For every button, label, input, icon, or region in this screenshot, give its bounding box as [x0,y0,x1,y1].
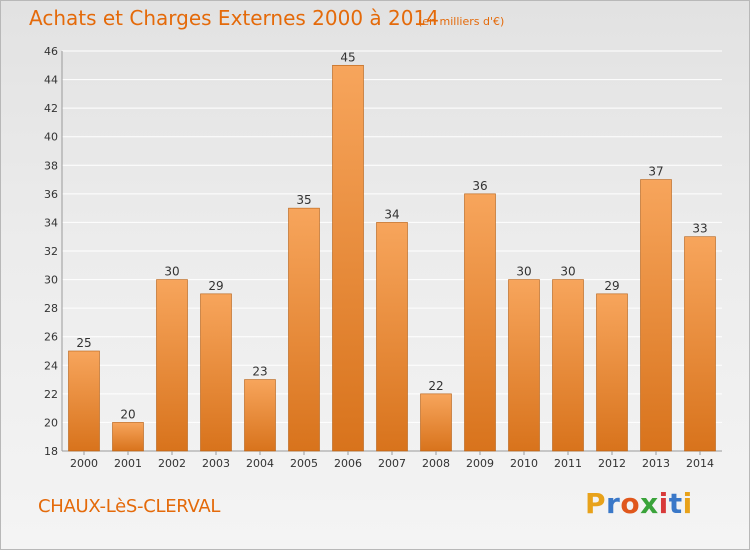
bar-2013 [640,179,672,452]
bar-2010 [508,279,540,452]
bar-2007 [376,222,408,452]
bar-2003 [200,293,232,452]
value-label: 22 [428,379,443,393]
x-tick-label: 2005 [290,457,318,470]
bar-2001 [112,422,144,452]
x-tick-label: 2003 [202,457,230,470]
value-label: 45 [340,50,355,64]
bar-2008 [420,393,452,452]
x-tick-label: 2001 [114,457,142,470]
x-tick-label: 2004 [246,457,274,470]
logo-letter: x [640,487,659,520]
bar-2011 [552,279,584,452]
y-tick-label: 30 [44,274,58,287]
x-tick-label: 2008 [422,457,450,470]
y-tick-label: 18 [44,445,58,458]
x-axis-ticks: 2000 2001 2002 2003 2004 2005 2006 2007 2008 2009… [70,451,714,470]
y-tick-label: 36 [44,188,58,201]
value-label: 36 [472,179,487,193]
chart-title: Achats et Charges Externes 2000 à 2014 [29,6,439,30]
value-label: 29 [604,279,619,293]
value-label: 29 [208,279,223,293]
value-label: 30 [516,265,531,279]
y-tick-label: 44 [44,74,58,87]
value-label: 30 [164,265,179,279]
bar-2004 [244,379,276,452]
logo-letter: t [668,487,683,520]
bar-2000 [68,350,100,452]
y-axis-ticks: 18 20 22 24 26 28 30 32 34 36 38 40 42 44 46 [44,45,58,458]
y-tick-label: 28 [44,302,58,315]
logo-letter: o [620,487,641,520]
commune-name: CHAUX-LèS-CLERVAL [38,496,221,517]
x-tick-label: 2010 [510,457,538,470]
x-tick-label: 2011 [554,457,582,470]
bar-2012 [596,293,628,452]
chart-subtitle: (en milliers d'€) [418,15,505,28]
logo-letter: P [585,487,607,520]
bar-2009 [464,193,496,452]
y-tick-label: 22 [44,388,58,401]
value-label: 37 [648,165,663,179]
y-tick-label: 26 [44,331,58,344]
x-tick-label: 2007 [378,457,406,470]
value-label: 35 [296,193,311,207]
y-tick-label: 46 [44,45,58,58]
value-label: 30 [560,265,575,279]
x-tick-label: 2002 [158,457,186,470]
bars [68,64,716,452]
bar-2006 [332,64,364,452]
y-tick-label: 24 [44,359,58,372]
x-tick-label: 2000 [70,457,98,470]
y-tick-label: 40 [44,131,58,144]
value-label: 25 [76,336,91,350]
bar-2014 [684,236,716,452]
y-tick-label: 20 [44,416,58,429]
x-tick-label: 2013 [642,457,670,470]
value-label: 34 [384,207,399,221]
value-labels: 25 20 30 29 23 35 45 34 22 36 30 30 29 37 33 [76,50,707,421]
logo-letter: i [658,487,669,520]
y-tick-label: 42 [44,102,58,115]
y-tick-label: 34 [44,216,58,229]
x-tick-label: 2014 [686,457,714,470]
y-tick-label: 38 [44,159,58,172]
bar-2002 [156,279,188,452]
logo-letter: i [682,487,693,520]
y-tick-label: 32 [44,245,58,258]
proxiti-logo: Proxiti [585,487,693,520]
x-tick-label: 2009 [466,457,494,470]
value-label: 20 [120,407,135,421]
x-tick-label: 2012 [598,457,626,470]
value-label: 23 [252,365,267,379]
bar-2005 [288,207,320,452]
logo-letter: r [606,487,621,520]
value-label: 33 [692,222,707,236]
x-tick-label: 2006 [334,457,362,470]
